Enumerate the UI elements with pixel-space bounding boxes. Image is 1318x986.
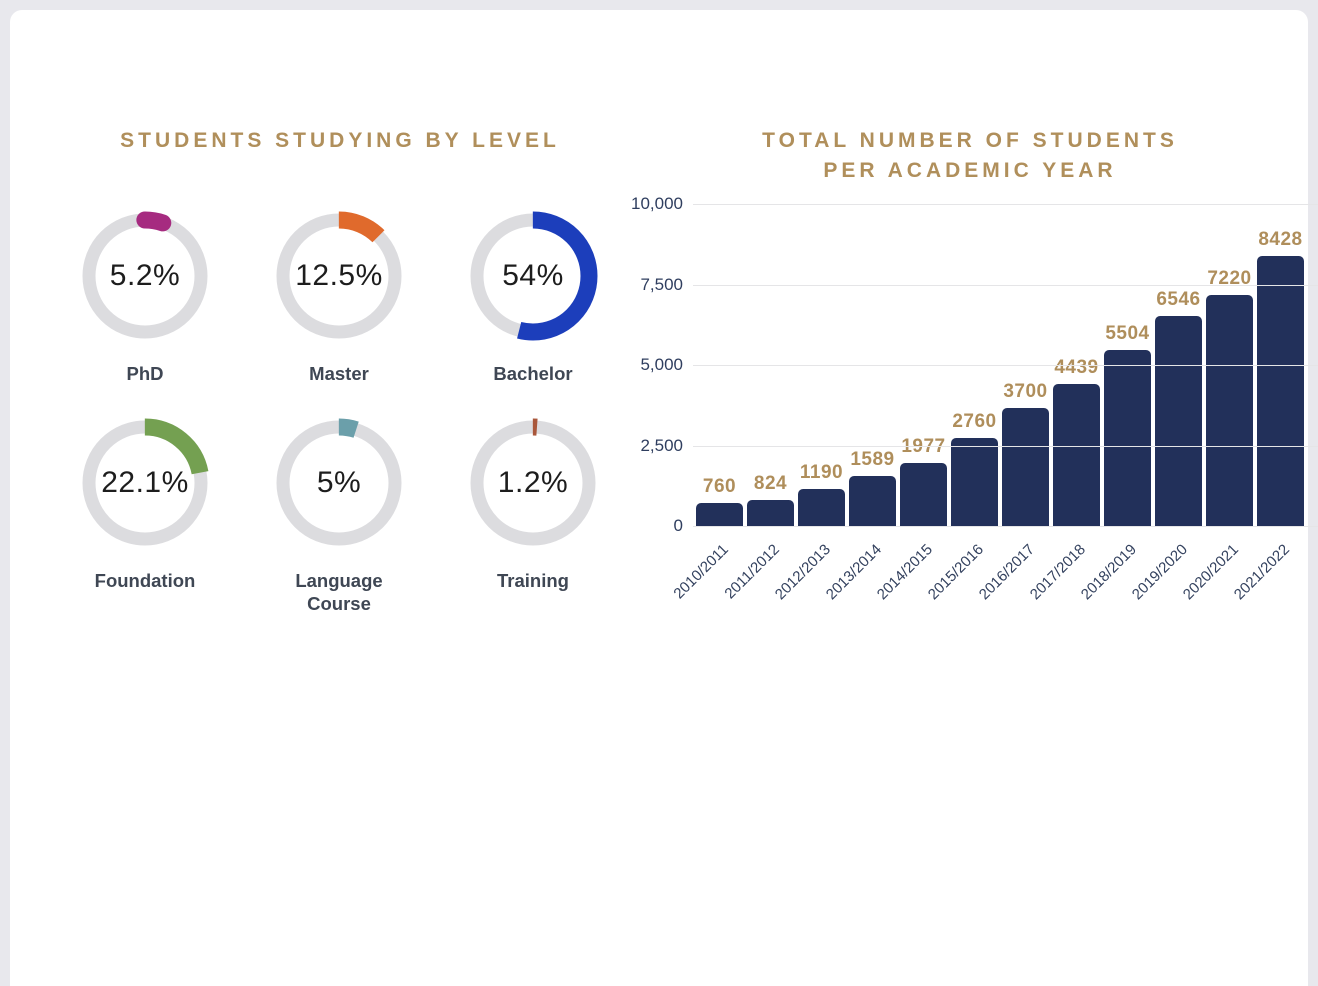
x-axis-labels: 2010/2011 2011/2012 2012/2013 2013/2014 2014…	[670, 527, 1304, 627]
bar-column: 3700	[1002, 381, 1049, 527]
bar	[696, 502, 743, 527]
donut-arc	[274, 418, 404, 548]
donut-percent-label: 5%	[316, 466, 362, 500]
bar-column: 824	[747, 473, 794, 527]
bar	[1257, 255, 1304, 527]
bar-value-label: 2760	[952, 411, 997, 433]
bar-value-label: 1977	[901, 436, 946, 458]
donut-category-label: PhD	[126, 363, 164, 384]
donut-percent-label: 1.2%	[497, 466, 569, 500]
bar-column: 8428	[1257, 229, 1304, 527]
donut-grid: 5.2% PhD 12.5% Master 54% Bachelor 22.1% Founda…	[48, 211, 630, 615]
bar	[1155, 316, 1202, 527]
gridline: 5,000	[640, 355, 1318, 374]
donut-ring: 5.2%	[80, 211, 210, 341]
bar-value-label: 824	[753, 473, 788, 495]
bar-column: 2760	[951, 411, 998, 527]
bar-value-label: 760	[702, 475, 737, 497]
donut-category-label: Master	[309, 363, 369, 384]
bar-value-label: 8428	[1258, 228, 1303, 250]
report-card: STUDENTS STUDYING BY LEVEL 5.2% PhD 12.5% M…	[10, 10, 1318, 986]
bar-chart-section: TOTAL NUMBER OF STUDENTS PER ACADEMIC YE…	[631, 105, 1318, 645]
donut-arc	[468, 211, 598, 341]
donut-category-label: Bachelor	[493, 363, 573, 384]
donut-percent-label: 54%	[502, 259, 564, 292]
donut-section: STUDENTS STUDYING BY LEVEL 5.2% PhD 12.5% M…	[60, 100, 620, 640]
donut-category-label: Training	[497, 570, 569, 592]
y-axis-tick-label: 7,500	[640, 274, 683, 294]
bar-column: 6546	[1155, 289, 1202, 527]
gridline: 10,000	[631, 194, 1318, 213]
donut-section-title: STUDENTS STUDYING BY LEVEL	[120, 129, 560, 152]
y-axis-tick-label: 0	[673, 516, 683, 535]
donut-ring: 22.1%	[80, 418, 210, 548]
bar-column: 4439	[1053, 357, 1100, 527]
bar-chart-title-line1: TOTAL NUMBER OF STUDENTS	[762, 129, 1178, 152]
bar-value-label: 1589	[850, 448, 895, 470]
y-axis-tick-label: 10,000	[631, 194, 683, 213]
gridline: 0	[674, 516, 1318, 535]
bar-value-label: 1190	[799, 461, 844, 483]
donut-arc	[468, 418, 598, 548]
bar-chart-title: TOTAL NUMBER OF STUDENTS PER ACADEMIC YE…	[640, 126, 1300, 186]
bar-column: 1589	[849, 449, 896, 527]
bar-column: 1190	[798, 462, 845, 527]
donut-ring: 5%	[274, 418, 404, 548]
bar	[1104, 349, 1151, 527]
donut-arc	[274, 211, 404, 341]
donut-percent-label: 12.5%	[295, 259, 383, 292]
bar-column: 760	[696, 476, 743, 527]
bar-column: 5504	[1104, 323, 1151, 527]
bar-column: 7220	[1206, 268, 1253, 527]
bar-value-label: 5504	[1105, 322, 1150, 344]
donut-arc	[80, 418, 210, 548]
donut-chart: 1.2% Training	[436, 418, 630, 615]
bar	[1206, 294, 1253, 527]
bar-plot-area: 760 824 1190 1589 1977 2760 3700 4439 5504 6546 72…	[631, 194, 1318, 603]
donut-chart: 5.2% PhD	[48, 211, 242, 385]
bars-container: 760 824 1190 1589 1977 2760 3700 4439 5504 6546 72…	[696, 205, 1304, 527]
bar	[900, 463, 947, 527]
bar-value-label: 4439	[1054, 357, 1099, 379]
bar-column: 1977	[900, 436, 947, 527]
donut-chart: 5% Language Course	[242, 418, 436, 615]
bar-value-label: 6546	[1156, 289, 1201, 311]
bar	[1053, 384, 1100, 527]
donut-chart: 22.1% Foundation	[48, 418, 242, 615]
y-axis-tick-label: 2,500	[640, 435, 683, 455]
donut-arc	[80, 211, 210, 341]
donut-ring: 54%	[468, 211, 598, 341]
bar-chart-title-line2: PER ACADEMIC YEAR	[823, 159, 1117, 182]
x-axis-tick-label: 2010/2011	[670, 541, 732, 603]
donut-category-label: Foundation	[94, 570, 196, 592]
bar	[747, 500, 794, 527]
donut-ring: 1.2%	[468, 418, 598, 548]
donut-percent-label: 5.2%	[109, 259, 181, 292]
donut-percent-label: 22.1%	[101, 466, 189, 500]
donut-ring: 12.5%	[274, 211, 404, 341]
gridline: 2,500	[640, 436, 1318, 455]
bar	[798, 488, 845, 527]
donut-chart: 12.5% Master	[242, 211, 436, 385]
bar	[951, 438, 998, 527]
bar-value-label: 7220	[1207, 267, 1252, 289]
donut-chart: 54% Bachelor	[436, 211, 630, 385]
bar	[849, 475, 896, 527]
bar	[1002, 407, 1049, 527]
donut-category-label: Language Course	[295, 570, 383, 615]
gridline: 7,500	[640, 275, 1318, 294]
y-axis-tick-label: 5,000	[640, 355, 683, 374]
bar-value-label: 3700	[1003, 380, 1048, 402]
